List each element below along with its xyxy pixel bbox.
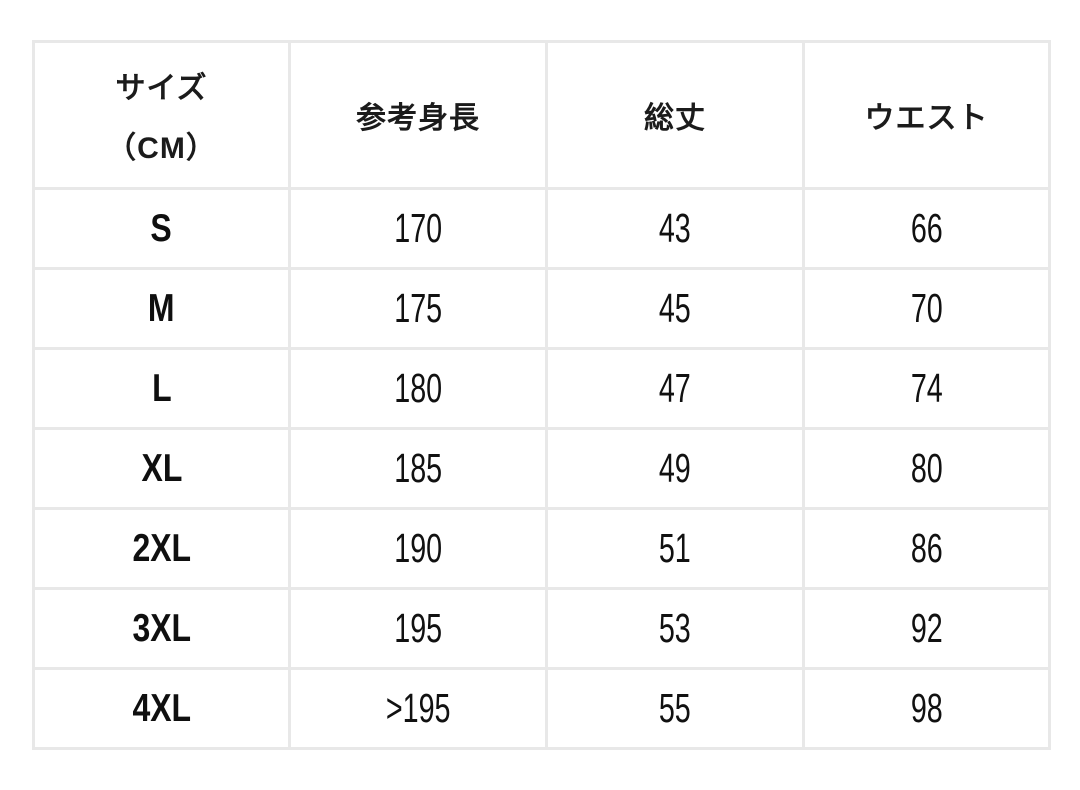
size-cell: M xyxy=(32,267,291,350)
ref-height-value: 190 xyxy=(394,525,442,571)
ref-height-cell: 180 xyxy=(288,347,548,430)
total-length-cell: 43 xyxy=(545,187,805,270)
size-chart-table: サイズ （CM） 参考身長 総丈 ウエスト S 170 43 66 M 175 xyxy=(32,40,1051,750)
size-label: S xyxy=(150,206,173,250)
total-length-value: 43 xyxy=(659,205,691,251)
ref-height-value: 170 xyxy=(394,205,442,251)
ref-height-value: 195 xyxy=(394,605,442,651)
table-row-s: S 170 43 66 xyxy=(32,187,1051,270)
table-row-xl: XL 185 49 80 xyxy=(32,427,1051,510)
waist-cell: 92 xyxy=(802,587,1051,670)
size-cell: XL xyxy=(32,427,291,510)
waist-cell: 80 xyxy=(802,427,1051,510)
total-length-cell: 47 xyxy=(545,347,805,430)
total-length-value: 47 xyxy=(659,365,691,411)
size-label: XL xyxy=(141,446,182,490)
waist-cell: 74 xyxy=(802,347,1051,430)
total-length-value: 45 xyxy=(659,285,691,331)
ref-height-cell: 175 xyxy=(288,267,548,350)
ref-height-value: 185 xyxy=(394,445,442,491)
header-size-title: サイズ xyxy=(115,72,208,105)
waist-value: 66 xyxy=(910,205,943,251)
size-label: 2XL xyxy=(132,526,191,570)
total-length-cell: 49 xyxy=(545,427,805,510)
total-length-value: 53 xyxy=(659,605,691,651)
header-size: サイズ （CM） xyxy=(32,40,291,190)
waist-value: 70 xyxy=(910,285,943,331)
header-row: サイズ （CM） 参考身長 総丈 ウエスト xyxy=(32,40,1051,190)
size-label: M xyxy=(148,286,175,330)
header-total-length-title: 総丈 xyxy=(644,102,706,135)
ref-height-cell: 185 xyxy=(288,427,548,510)
total-length-value: 49 xyxy=(659,445,691,491)
table-row-m: M 175 45 70 xyxy=(32,267,1051,350)
size-label: L xyxy=(151,366,172,410)
ref-height-cell: 170 xyxy=(288,187,548,270)
ref-height-cell: 190 xyxy=(288,507,548,590)
total-length-cell: 51 xyxy=(545,507,805,590)
total-length-cell: 55 xyxy=(545,667,805,750)
size-cell: L xyxy=(32,347,291,430)
ref-height-value: >195 xyxy=(385,685,451,731)
waist-cell: 86 xyxy=(802,507,1051,590)
waist-value: 86 xyxy=(910,525,943,571)
waist-cell: 98 xyxy=(802,667,1051,750)
header-total-length: 総丈 xyxy=(545,40,805,190)
total-length-value: 55 xyxy=(659,685,691,731)
size-label: 3XL xyxy=(132,606,191,650)
waist-cell: 66 xyxy=(802,187,1051,270)
size-cell: 4XL xyxy=(32,667,291,750)
ref-height-value: 180 xyxy=(394,365,442,411)
header-size-unit: （CM） xyxy=(106,132,217,165)
size-label: 4XL xyxy=(132,686,191,730)
size-cell: 3XL xyxy=(32,587,291,670)
waist-value: 74 xyxy=(910,365,943,411)
table-row-2xl: 2XL 190 51 86 xyxy=(32,507,1051,590)
table-row-4xl: 4XL >195 55 98 xyxy=(32,667,1051,750)
total-length-cell: 53 xyxy=(545,587,805,670)
total-length-cell: 45 xyxy=(545,267,805,350)
table-row-l: L 180 47 74 xyxy=(32,347,1051,430)
waist-value: 98 xyxy=(910,685,943,731)
header-waist-title: ウエスト xyxy=(864,102,989,135)
ref-height-value: 175 xyxy=(394,285,442,331)
header-size-stack: サイズ （CM） xyxy=(35,63,288,167)
header-waist: ウエスト xyxy=(802,40,1051,190)
header-ref-height-title: 参考身長 xyxy=(356,102,480,135)
size-cell: S xyxy=(32,187,291,270)
table-row-3xl: 3XL 195 53 92 xyxy=(32,587,1051,670)
ref-height-cell: >195 xyxy=(288,667,548,750)
total-length-value: 51 xyxy=(659,525,691,571)
waist-cell: 70 xyxy=(802,267,1051,350)
waist-value: 92 xyxy=(910,605,943,651)
header-ref-height: 参考身長 xyxy=(288,40,548,190)
size-cell: 2XL xyxy=(32,507,291,590)
ref-height-cell: 195 xyxy=(288,587,548,670)
waist-value: 80 xyxy=(910,445,943,491)
